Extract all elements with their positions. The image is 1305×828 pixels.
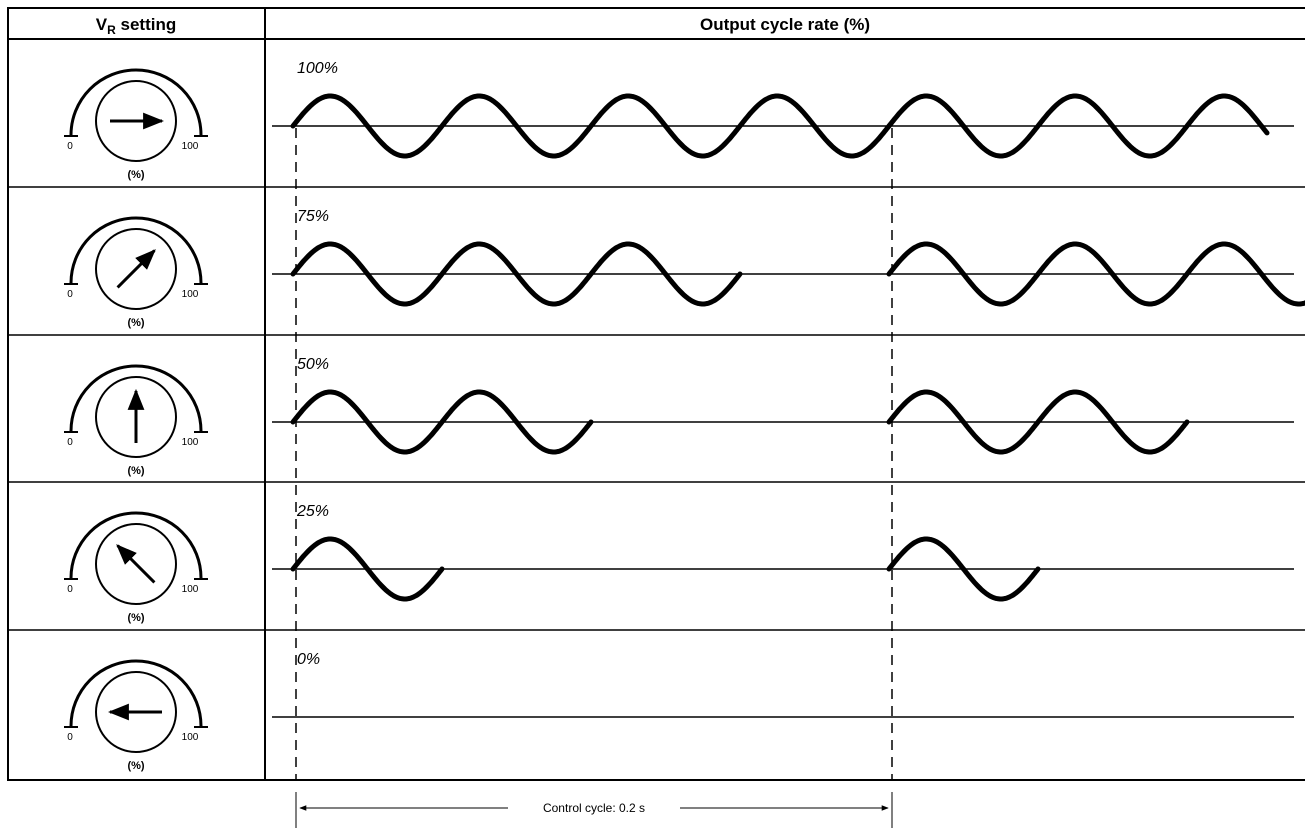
output-rate-label: 25% xyxy=(296,503,329,520)
output-rate-label: 100% xyxy=(297,60,338,77)
dial-max-label: 100 xyxy=(182,289,199,300)
dial-min-label: 0 xyxy=(67,584,73,595)
row-50: 0 100 (%) 50% xyxy=(64,356,1294,477)
dial-min-label: 0 xyxy=(67,732,73,743)
row-100: 0 100 (%) 100% xyxy=(64,60,1294,181)
vr-dial: 0 100 (%) xyxy=(64,511,208,624)
output-wave xyxy=(290,536,445,602)
output-rate-label: 75% xyxy=(297,208,329,225)
dial-pointer-arrow-icon xyxy=(116,249,156,289)
output-rate-label: 0% xyxy=(297,651,320,668)
vr-dial: 0 100 (%) xyxy=(64,659,208,772)
vr-dial: 0 100 (%) xyxy=(64,216,208,329)
dial-unit-label: (%) xyxy=(127,169,144,181)
dial-unit-label: (%) xyxy=(127,317,144,329)
output-wave xyxy=(886,536,1041,602)
dial-unit-label: (%) xyxy=(127,465,144,477)
dial-unit-label: (%) xyxy=(127,760,144,772)
output-wave xyxy=(290,389,594,455)
row-25: 0 100 (%) 25% xyxy=(64,503,1294,624)
rows-layer: 0 100 (%) 100% 0 100 (%) 75% 0 100 (%) 50% 0 100 (%) 25… xyxy=(64,60,1305,772)
vr-setting-header: VR setting xyxy=(96,15,176,37)
dial-min-label: 0 xyxy=(67,141,73,152)
dial-max-label: 100 xyxy=(182,732,199,743)
output-wave xyxy=(290,93,892,159)
control-cycle-dimension: Control cycle: 0.2 s xyxy=(295,792,893,828)
output-wave xyxy=(886,389,1190,455)
row-75: 0 100 (%) 75% xyxy=(64,208,1305,329)
vr-dial: 0 100 (%) xyxy=(64,68,208,181)
vr-dial: 0 100 (%) xyxy=(64,364,208,477)
control-cycle-label: Control cycle: 0.2 s xyxy=(543,801,645,815)
dial-max-label: 100 xyxy=(182,584,199,595)
dial-min-label: 0 xyxy=(67,289,73,300)
dial-max-label: 100 xyxy=(182,437,199,448)
row-0: 0 100 (%) 0% xyxy=(64,651,1294,772)
output-cycle-header: Output cycle rate (%) xyxy=(700,15,870,34)
dial-min-label: 0 xyxy=(67,437,73,448)
output-wave xyxy=(886,241,1305,307)
dial-max-label: 100 xyxy=(182,141,199,152)
output-wave xyxy=(886,93,1270,159)
output-wave xyxy=(290,241,743,307)
dial-unit-label: (%) xyxy=(127,612,144,624)
dial-pointer-arrow-icon xyxy=(116,544,156,584)
table-frame xyxy=(7,7,1305,781)
output-rate-label: 50% xyxy=(297,356,329,373)
